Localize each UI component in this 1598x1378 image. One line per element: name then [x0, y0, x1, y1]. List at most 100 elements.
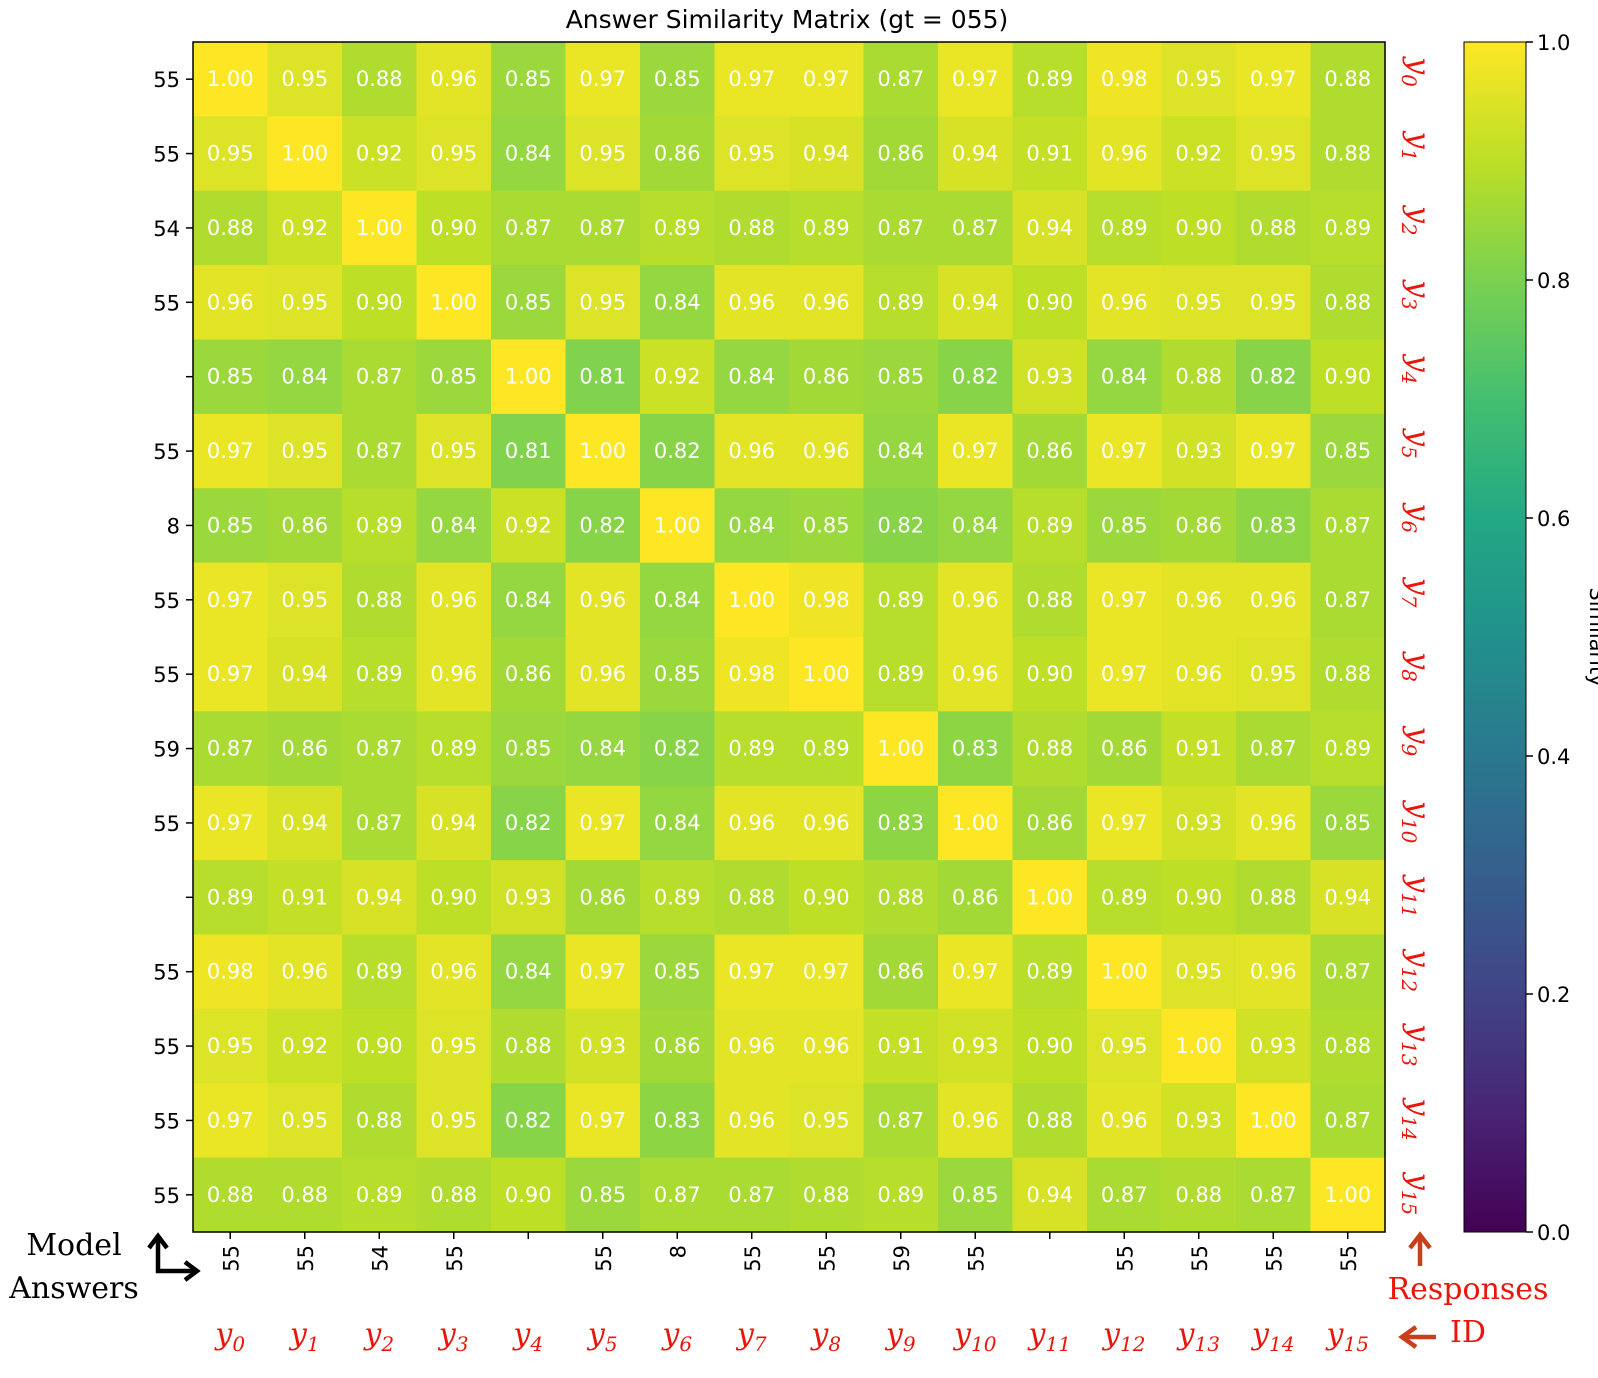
heatmap-cell	[1087, 1008, 1163, 1084]
heatmap-cell	[1087, 1083, 1163, 1159]
cell-value-label: 0.85	[505, 67, 552, 91]
cell-value-label: 1.00	[579, 439, 626, 463]
heatmap-cell	[267, 488, 343, 564]
cell-value-label: 0.86	[1026, 811, 1073, 835]
cell-value-label: 0.93	[1175, 811, 1222, 835]
colorbar-tick-label: 0.6	[1537, 507, 1570, 531]
heatmap-cell	[714, 1157, 790, 1233]
heatmap-cell	[565, 413, 641, 489]
column-tick-label: 54	[368, 1245, 392, 1272]
cell-value-label: 0.94	[1026, 1183, 1073, 1207]
heatmap-cell	[714, 785, 790, 861]
cell-value-label: 0.85	[803, 513, 850, 537]
heatmap-cell	[789, 42, 865, 117]
heatmap-cell	[1310, 1083, 1386, 1159]
cell-value-label: 0.89	[1026, 960, 1073, 984]
heatmap-cell	[1236, 1157, 1312, 1233]
heatmap-cell	[491, 116, 567, 192]
heatmap-cell	[714, 488, 790, 564]
heatmap-cell	[863, 860, 939, 936]
heatmap-cell	[267, 413, 343, 489]
cell-value-label: 0.87	[728, 1183, 775, 1207]
column-tick-label: 55	[219, 1245, 243, 1272]
heatmap-cell	[193, 488, 269, 564]
cell-value-label: 0.86	[952, 885, 999, 909]
cell-value-label: 0.92	[1175, 142, 1222, 166]
cell-value-label: 0.85	[430, 365, 477, 389]
cell-value-label: 0.84	[952, 513, 999, 537]
heatmap-cell	[1236, 413, 1312, 489]
cell-value-label: 0.88	[356, 588, 403, 612]
cell-value-label: 1.00	[803, 662, 850, 686]
heatmap-cell	[863, 413, 939, 489]
heatmap-cell	[1087, 711, 1163, 787]
heatmap-cell	[193, 934, 269, 1010]
row-response-id: y12	[1397, 948, 1436, 992]
column-tick-label: 55	[964, 1245, 988, 1272]
heatmap-cell	[1012, 413, 1088, 489]
heatmap-cell	[714, 265, 790, 341]
heatmap-cell	[565, 339, 641, 415]
cell-value-label: 0.89	[803, 737, 850, 761]
cell-value-label: 0.85	[654, 960, 701, 984]
heatmap-cell	[565, 265, 641, 341]
heatmap-cell	[1310, 265, 1386, 341]
heatmap-cell	[1310, 1157, 1386, 1233]
heatmap-cell	[267, 339, 343, 415]
heatmap-cell	[491, 265, 567, 341]
heatmap-cell	[1310, 1008, 1386, 1084]
cell-value-label: 0.88	[430, 1183, 477, 1207]
cell-value-label: 0.97	[207, 811, 254, 835]
cell-value-label: 0.85	[1324, 811, 1371, 835]
heatmap-cell	[565, 1083, 641, 1159]
cell-value-label: 0.96	[1175, 588, 1222, 612]
heatmap-cell	[342, 1157, 418, 1233]
heatmap-cell	[1087, 934, 1163, 1010]
heatmap-cell	[1161, 637, 1237, 712]
cell-value-label: 0.96	[207, 290, 254, 314]
cell-value-label: 0.82	[877, 513, 924, 537]
heatmap-cell	[1310, 637, 1386, 712]
heatmap-cell	[1161, 488, 1237, 564]
heatmap-cell	[863, 116, 939, 192]
heatmap-cell	[789, 488, 865, 564]
cell-value-label: 0.84	[654, 588, 701, 612]
cell-value-label: 0.97	[207, 662, 254, 686]
cell-value-label: 0.95	[1101, 1034, 1148, 1058]
heatmap-cell	[714, 711, 790, 787]
heatmap-cell	[1310, 42, 1386, 117]
cell-value-label: 0.95	[1175, 960, 1222, 984]
cell-value-label: 0.89	[803, 216, 850, 240]
heatmap-cell	[193, 339, 269, 415]
heatmap-cell	[491, 637, 567, 712]
cell-value-label: 0.98	[207, 960, 254, 984]
row-tick-label: 55	[153, 961, 180, 985]
heatmap-cell	[267, 190, 343, 266]
colorbar-ticks: 0.0 0.2 0.4 0.6 0.8 1.0	[1526, 31, 1570, 1245]
column-tick-label: 55	[815, 1245, 839, 1272]
cell-value-label: 0.85	[505, 737, 552, 761]
heatmap-cell	[863, 562, 939, 638]
cell-value-label: 0.98	[1101, 67, 1148, 91]
heatmap-cell	[640, 562, 716, 638]
cell-value-label: 0.89	[877, 290, 924, 314]
heatmap-cell	[863, 934, 939, 1010]
cell-value-label: 0.96	[1101, 290, 1148, 314]
heatmap-cell	[640, 637, 716, 712]
cell-value-label: 0.94	[430, 811, 477, 835]
heatmap-cell	[491, 860, 567, 936]
cell-value-label: 0.97	[1101, 439, 1148, 463]
cell-value-label: 0.95	[281, 588, 328, 612]
column-response-id: y8	[809, 1317, 841, 1356]
heatmap-cell	[714, 562, 790, 638]
heatmap-cell	[1161, 711, 1237, 787]
cell-value-label: 0.97	[803, 960, 850, 984]
cell-value-label: 0.85	[207, 513, 254, 537]
heatmap-cell	[491, 562, 567, 638]
heatmap-cell	[1236, 265, 1312, 341]
row-tick-label: 55	[153, 812, 180, 836]
heatmap-cell	[1236, 1008, 1312, 1084]
colorbar-label: Similarity	[1585, 587, 1598, 686]
cell-value-label: 0.93	[1175, 1108, 1222, 1132]
cell-value-label: 0.89	[356, 1183, 403, 1207]
